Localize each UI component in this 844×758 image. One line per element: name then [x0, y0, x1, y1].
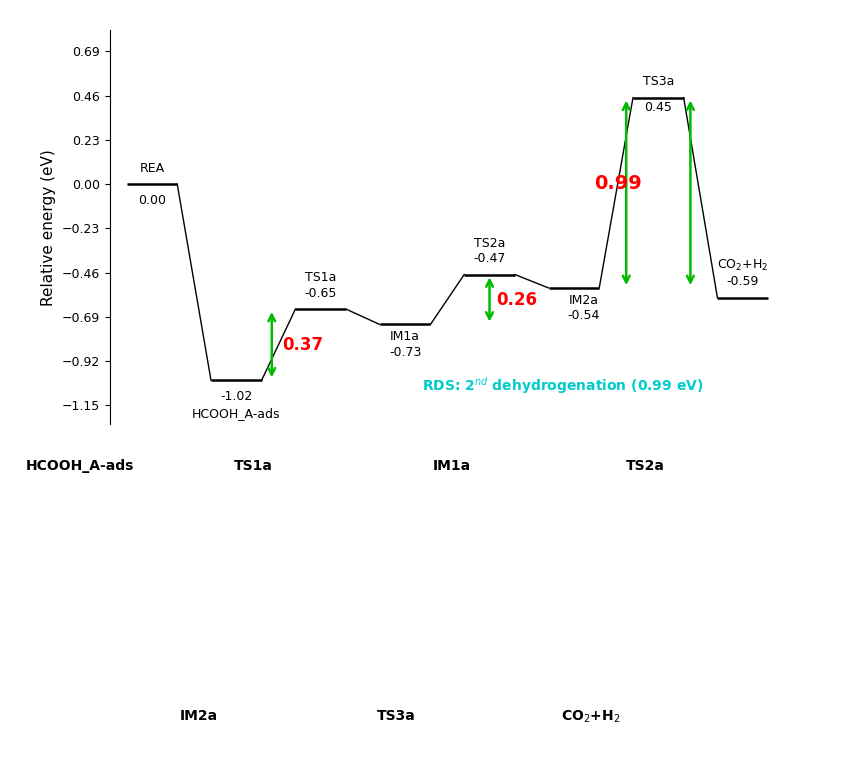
- Text: -0.54: -0.54: [568, 309, 600, 322]
- Text: RDS: 2$^{nd}$ dehydrogenation (0.99 eV): RDS: 2$^{nd}$ dehydrogenation (0.99 eV): [422, 375, 703, 396]
- Text: HCOOH_A-ads: HCOOH_A-ads: [192, 407, 280, 420]
- Text: TS3a: TS3a: [377, 709, 416, 723]
- Text: TS1a: TS1a: [234, 459, 273, 473]
- Text: TS1a: TS1a: [305, 271, 337, 284]
- Text: TS3a: TS3a: [642, 75, 674, 88]
- Text: IM2a: IM2a: [569, 294, 599, 307]
- Text: 0.00: 0.00: [138, 194, 166, 207]
- Text: CO$_2$+H$_2$: CO$_2$+H$_2$: [717, 258, 768, 273]
- Text: 0.37: 0.37: [282, 336, 323, 354]
- Text: -0.47: -0.47: [473, 252, 506, 265]
- Text: HCOOH_A-ads: HCOOH_A-ads: [26, 459, 134, 473]
- Text: REA: REA: [139, 161, 165, 174]
- Text: TS2a: TS2a: [626, 459, 665, 473]
- Y-axis label: Relative energy (eV): Relative energy (eV): [41, 149, 57, 305]
- Text: 0.45: 0.45: [644, 102, 673, 114]
- Text: 0.99: 0.99: [594, 174, 642, 193]
- Text: -0.59: -0.59: [727, 275, 759, 288]
- Text: IM2a: IM2a: [179, 709, 218, 723]
- Text: TS2a: TS2a: [473, 236, 506, 249]
- Text: -0.73: -0.73: [389, 346, 421, 359]
- Text: 0.26: 0.26: [496, 290, 538, 309]
- Text: -0.65: -0.65: [305, 287, 337, 299]
- Text: CO$_2$+H$_2$: CO$_2$+H$_2$: [561, 708, 620, 725]
- Text: IM1a: IM1a: [390, 330, 420, 343]
- Text: -1.02: -1.02: [220, 390, 252, 402]
- Text: IM1a: IM1a: [432, 459, 471, 473]
